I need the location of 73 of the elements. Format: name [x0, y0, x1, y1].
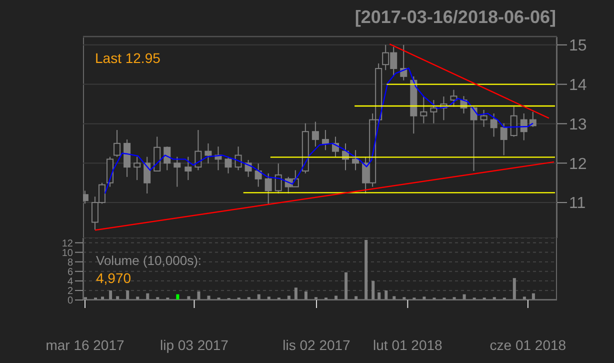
- y-tick-label: 8: [67, 257, 74, 268]
- candlestick: [124, 138, 131, 178]
- candlestick: [174, 156, 181, 188]
- candlestick: [420, 96, 428, 124]
- annotation: Volume (10,000s):: [96, 253, 202, 268]
- candlestick: [322, 130, 329, 151]
- candlestick: [234, 146, 242, 171]
- candlestick: [274, 163, 282, 194]
- bar: [378, 292, 381, 300]
- bar: [354, 296, 358, 300]
- bar: [304, 291, 308, 300]
- x-tick-label: mar 16 2017: [46, 337, 125, 353]
- candlestick: [114, 130, 121, 158]
- y-tick-label: 14: [569, 76, 587, 94]
- candlestick: [490, 112, 498, 138]
- bar: [512, 278, 516, 300]
- bar: [116, 296, 120, 300]
- bar: [364, 240, 368, 300]
- bar: [522, 296, 526, 300]
- bar: [294, 288, 298, 300]
- bar: [392, 296, 396, 300]
- bar: [384, 290, 388, 300]
- candlestick: [480, 109, 488, 128]
- bar: [422, 296, 426, 300]
- bar: [101, 296, 104, 300]
- annotation: Last 12.95: [95, 50, 160, 66]
- bar: [372, 280, 375, 300]
- bar: [267, 296, 270, 300]
- candlestick: [312, 121, 319, 148]
- y-tick-label: 12: [569, 156, 587, 173]
- bar: [344, 272, 348, 300]
- y-tick-label: 0: [67, 296, 74, 307]
- y-tick-label: 10: [62, 248, 74, 259]
- y-tick-label: 11: [569, 195, 586, 212]
- x-tick-label: cze 01 2018: [490, 337, 566, 353]
- candlestick: [254, 163, 262, 188]
- chart-title: [2017-03-16/2018-06-06]: [354, 7, 556, 28]
- candlestick: [134, 156, 141, 181]
- y-tick-label: 6: [67, 266, 74, 278]
- bar: [136, 296, 140, 300]
- y-tick-label: 15: [569, 38, 587, 55]
- bar: [109, 290, 112, 300]
- bar: [146, 293, 150, 300]
- candlestick: [500, 122, 508, 156]
- x-tick-label: lut 01 2018: [373, 337, 443, 353]
- bar: [197, 291, 200, 300]
- candlestick: [510, 106, 518, 138]
- bar: [334, 296, 338, 300]
- candlestick: [144, 156, 151, 194]
- y-tick-label: 12: [62, 238, 74, 250]
- y-tick-label: 2: [67, 286, 74, 298]
- candlestick: [164, 146, 171, 171]
- bar: [187, 296, 190, 300]
- candlestick: [194, 130, 202, 171]
- candlestick: [352, 150, 360, 171]
- bar: [126, 290, 130, 300]
- y-tick-label: 4: [67, 276, 74, 288]
- bar: [207, 296, 210, 300]
- candlestick: [450, 89, 458, 108]
- candlestick: [184, 156, 192, 181]
- bar: [287, 296, 290, 300]
- candlestick: [204, 142, 212, 164]
- candlestick: [470, 106, 478, 172]
- candlestick: [154, 136, 161, 172]
- bar: [532, 293, 535, 300]
- candlestick: [430, 100, 438, 124]
- candlestick: [224, 156, 232, 174]
- x-tick-label: lis 02 2017: [282, 337, 351, 353]
- candlestick: [106, 156, 114, 188]
- candlestick: [264, 172, 272, 204]
- y-tick-label: 13: [569, 116, 587, 134]
- x-tick-label: lip 03 2017: [160, 337, 229, 353]
- annotation: 4,970: [96, 270, 132, 286]
